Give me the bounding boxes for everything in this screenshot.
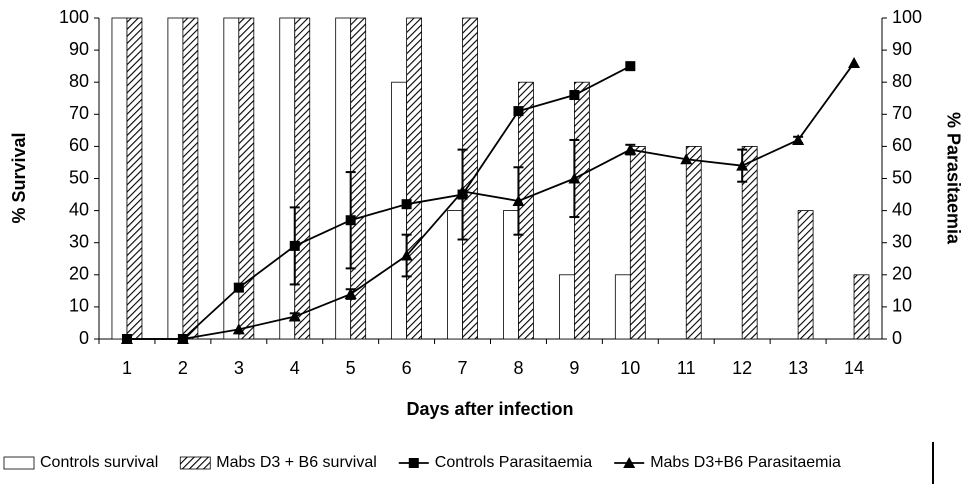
marker	[233, 282, 244, 293]
y-tick-label: 70	[69, 103, 89, 123]
bar	[797, 210, 814, 340]
marker	[401, 199, 412, 210]
legend-swatch	[179, 456, 211, 470]
marker	[792, 133, 805, 145]
legend-label: Mabs D3 + B6 survival	[216, 454, 377, 471]
line	[126, 65, 631, 340]
bar	[503, 210, 519, 340]
marker	[736, 159, 749, 171]
legend-label: Controls survival	[40, 454, 158, 471]
bar	[167, 17, 184, 340]
marker	[456, 185, 469, 197]
x-tick-label: 1	[122, 358, 132, 378]
y2-tick-label: 50	[892, 167, 912, 187]
marker	[512, 194, 525, 206]
x-tick-label: 9	[569, 358, 579, 378]
bar	[126, 17, 143, 340]
x-tick-label: 4	[290, 358, 300, 378]
marker	[569, 90, 580, 101]
marker	[345, 215, 356, 226]
bar	[111, 17, 128, 340]
y-tick-label: 40	[69, 199, 89, 219]
y2-tick-label: 10	[892, 296, 912, 316]
x-tick-label: 7	[458, 358, 468, 378]
y-tick-label: 0	[79, 328, 89, 348]
y2-tick-label: 20	[892, 264, 912, 284]
legend-marker	[623, 457, 636, 468]
legend-label: Controls Parasitaemia	[435, 454, 593, 471]
y2-tick-label: 90	[892, 39, 912, 59]
x-tick-label: 13	[788, 358, 808, 378]
x-tick-label: 5	[346, 358, 356, 378]
y-tick-label: 80	[69, 71, 89, 91]
y2-axis-title: % Parasitaemia	[943, 112, 963, 245]
x-tick-label: 14	[844, 358, 864, 378]
y-axis-title: % Survival	[9, 132, 29, 223]
y2-tick-label: 60	[892, 135, 912, 155]
x-tick-label: 3	[234, 358, 244, 378]
y-tick-label: 60	[69, 135, 89, 155]
marker	[624, 143, 637, 155]
marker	[176, 333, 189, 344]
y-tick-label: 10	[69, 296, 89, 316]
legend-label: Mabs D3+B6 Parasitaemia	[650, 454, 841, 471]
legend-swatch	[3, 456, 35, 470]
y2-tick-label: 70	[892, 103, 912, 123]
bar	[518, 81, 534, 340]
bar	[279, 17, 296, 340]
y2-tick-label: 40	[892, 199, 912, 219]
bar	[629, 145, 646, 340]
marker	[232, 323, 245, 335]
x-axis-title: Days after infection	[406, 399, 573, 419]
y2-tick-label: 30	[892, 231, 912, 251]
x-tick-label: 2	[178, 358, 188, 378]
marker	[625, 61, 636, 72]
y-tick-label: 90	[69, 39, 89, 59]
bar	[741, 145, 758, 340]
marker	[288, 310, 301, 322]
x-tick-label: 8	[513, 358, 523, 378]
bar	[614, 274, 631, 340]
y2-tick-label: 100	[892, 7, 922, 27]
bar	[853, 274, 870, 340]
bar	[335, 17, 352, 340]
line	[126, 62, 855, 340]
marker	[120, 333, 133, 344]
y-tick-label: 100	[59, 7, 89, 27]
bar	[558, 274, 575, 340]
y-tick-label: 30	[69, 231, 89, 251]
marker	[848, 56, 861, 68]
marker	[400, 249, 413, 261]
x-tick-label: 11	[677, 358, 696, 378]
y2-tick-label: 0	[892, 328, 902, 348]
bar	[238, 17, 255, 340]
x-tick-label: 6	[402, 358, 412, 378]
bar	[294, 17, 311, 340]
marker	[680, 153, 693, 165]
bar	[406, 17, 423, 340]
bar	[462, 17, 478, 340]
x-tick-label: 12	[732, 358, 752, 378]
marker	[344, 288, 357, 300]
legend-marker	[408, 458, 419, 468]
marker	[289, 240, 300, 251]
y-tick-label: 50	[69, 167, 89, 187]
marker	[568, 172, 581, 184]
marker	[513, 106, 524, 117]
bar	[182, 17, 199, 340]
bar	[447, 210, 463, 340]
x-tick-label: 10	[620, 358, 640, 378]
y2-tick-label: 80	[892, 71, 912, 91]
y-tick-label: 20	[69, 264, 89, 284]
bar	[350, 17, 367, 340]
bar	[573, 81, 590, 340]
bar	[685, 145, 702, 340]
bar	[391, 81, 408, 340]
